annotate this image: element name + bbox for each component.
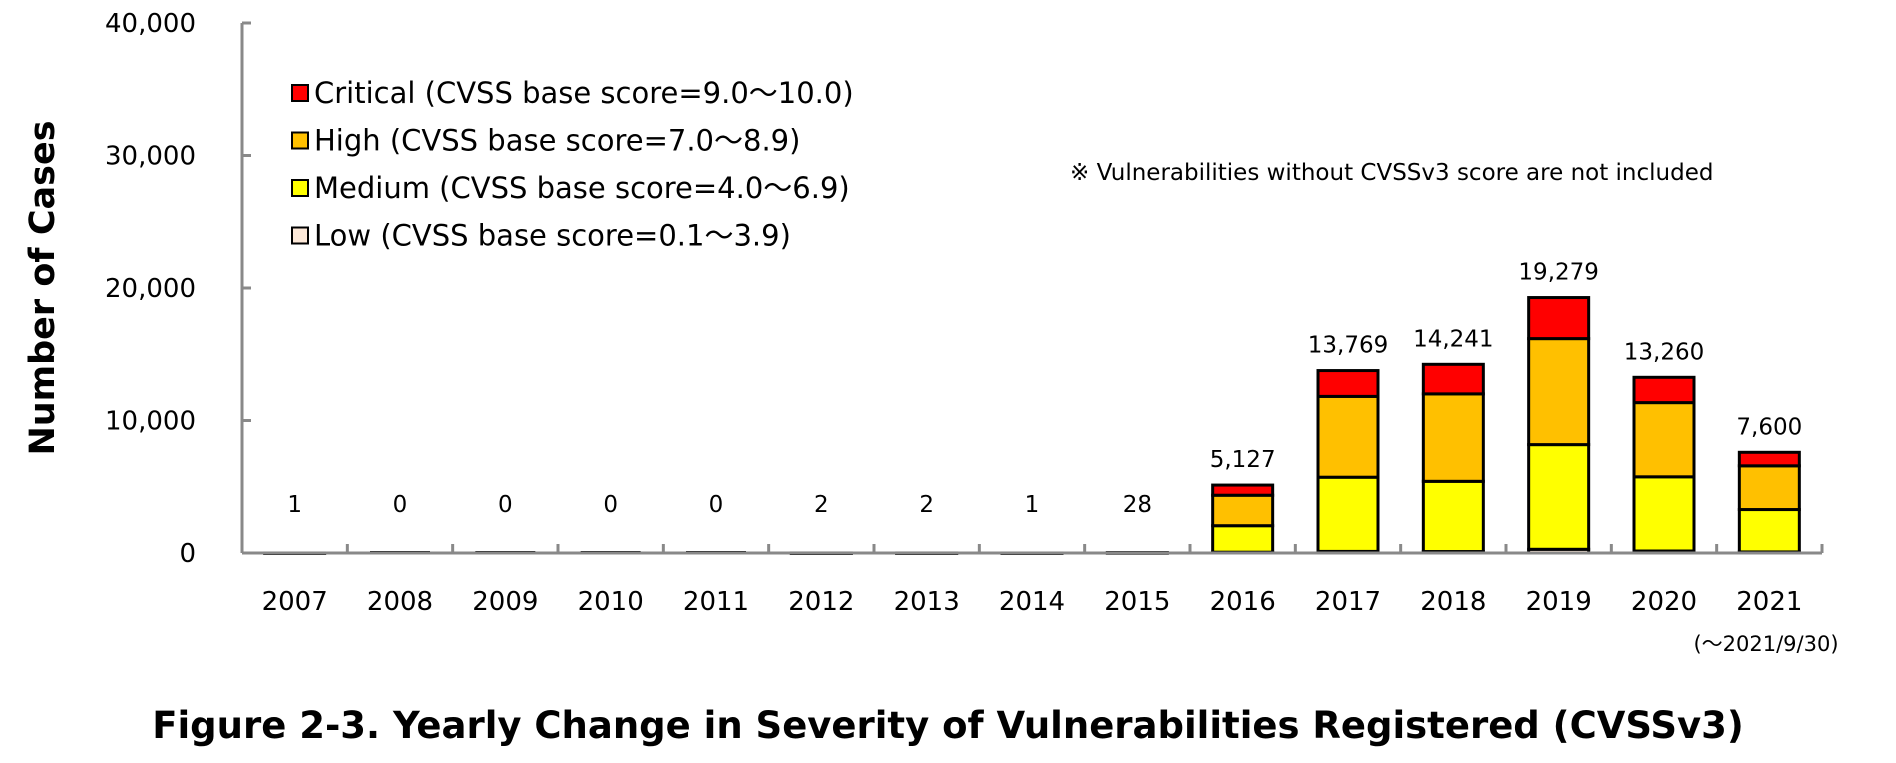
x-tick-label: 2013 [894,587,960,617]
total-label: 19,279 [1518,260,1598,286]
x-tick-label: 2009 [472,587,538,617]
x-tick-label: 2007 [262,587,328,617]
y-tick-label: 0 [179,539,196,569]
x-axis-date-note: (～2021/9/30) [1693,632,1838,656]
bar-segment [1737,450,1801,468]
legend-swatch [291,226,309,245]
bar-segment [1316,475,1380,553]
legend-label: Critical (CVSS base score=9.0～10.0) [314,76,854,110]
legend-label: Low (CVSS base score=0.1～3.9) [314,219,791,253]
bar-segment [1737,508,1801,554]
x-tick-label: 2008 [367,587,433,617]
bar-segment [1421,392,1485,483]
y-tick-label: 40,000 [105,9,196,39]
y-axis-label: Number of Cases [23,120,63,455]
y-tick-label: 20,000 [105,274,196,304]
y-axis: 0 10,000 20,000 30,000 40,000 [105,9,251,569]
total-label: 0 [498,492,513,518]
chart-title: Figure 2-3. Yearly Change in Severity of… [152,704,1744,747]
bar-segment [1211,493,1275,528]
legend-swatch [291,131,309,150]
bar-segment [1632,401,1696,479]
legend-swatch [291,179,309,197]
bar-segment [1211,483,1275,497]
total-label: 0 [393,492,408,518]
bar-segment [1316,369,1380,398]
bar-segment [1211,524,1275,554]
total-label: 0 [603,492,618,518]
y-tick-label: 10,000 [105,407,196,437]
x-tick-label: 2015 [1104,587,1170,617]
total-label: 13,769 [1308,333,1388,359]
bar-segment [1632,475,1696,553]
x-tick-label: 2012 [788,587,854,617]
legend-label: High (CVSS base score=7.0～8.9) [314,124,800,158]
x-tick-label: 2020 [1631,587,1697,617]
total-label: 0 [709,492,724,518]
total-label: 7,600 [1736,414,1802,440]
x-tick-label: 2021 [1736,587,1802,617]
bar-segment [1421,479,1485,554]
legend-label: Medium (CVSS base score=4.0～6.9) [314,171,850,205]
x-tick-label: 2016 [1210,587,1276,617]
bar-segment [1632,375,1696,405]
bar-segment [1527,296,1591,341]
bar-segment [1737,464,1801,512]
x-axis: 2007 2008 2009 2010 2011 2012 2013 2014 2015 2016… [262,587,1803,617]
total-label: 2 [814,492,829,518]
legend: Critical (CVSS base score=9.0～10.0) High … [291,76,854,253]
bar-segment [1527,337,1591,447]
total-label: 2 [919,492,934,518]
chart-note: ※ Vulnerabilities without CVSSv3 score a… [1070,160,1713,186]
x-tick-label: 2017 [1315,587,1381,617]
axes [240,23,1824,555]
x-tick-label: 2018 [1420,587,1486,617]
x-tick-label: 2019 [1526,587,1592,617]
total-label: 1 [1025,492,1040,518]
x-tick-label: 2011 [683,587,749,617]
total-label: 28 [1123,492,1152,518]
x-tick-label: 2014 [999,587,1065,617]
total-label: 13,260 [1624,339,1704,365]
total-label: 5,127 [1210,447,1276,473]
bar-segment [1316,394,1380,479]
total-label: 1 [287,492,302,518]
bar-segment [1421,362,1485,396]
y-tick-label: 30,000 [105,142,196,172]
x-tick-label: 2010 [578,587,644,617]
legend-swatch [291,84,309,102]
total-label: 14,241 [1413,326,1493,352]
total-labels: 1 0 0 0 0 2 2 1 28 5,127 13,769 14,241 19,279 13,260 7… [287,260,1802,518]
bar-segment [1527,443,1591,551]
